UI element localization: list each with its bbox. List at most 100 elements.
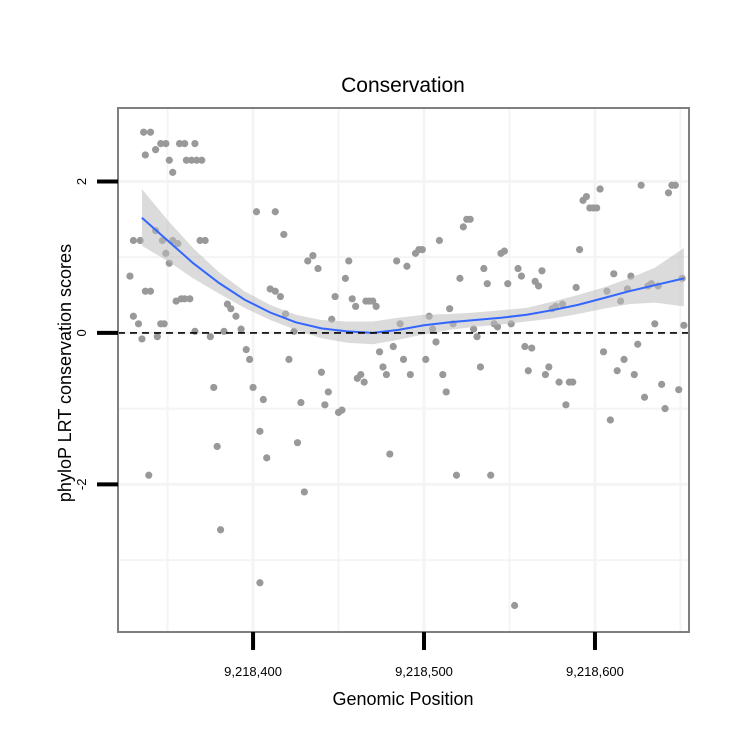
data-point (675, 386, 683, 394)
confidence-band (141, 189, 684, 345)
data-point (198, 156, 206, 164)
data-point (317, 368, 326, 376)
data-point (348, 295, 356, 303)
data-point (480, 264, 488, 273)
data-point (630, 370, 638, 379)
x-tick-label: 9,218,400 (224, 664, 282, 679)
data-point (403, 262, 411, 270)
data-point (393, 257, 401, 265)
data-point (389, 342, 397, 351)
y-tick-label: -2 (74, 479, 89, 491)
data-point (157, 139, 165, 148)
data-point (476, 363, 485, 371)
data-point (220, 327, 228, 335)
data-point (146, 287, 155, 295)
data-point (216, 526, 225, 534)
data-point (469, 325, 478, 333)
chart-title: Conservation (341, 74, 465, 97)
data-point (422, 355, 430, 363)
data-point (138, 335, 146, 343)
data-point (473, 333, 481, 341)
data-point (439, 370, 447, 379)
data-point (569, 378, 577, 386)
data-point (610, 270, 618, 278)
data-point (459, 223, 467, 231)
data-point (280, 230, 288, 239)
data-point (193, 156, 201, 164)
data-point (187, 156, 196, 164)
data-point (593, 204, 601, 212)
data-point (331, 292, 339, 301)
data-point (399, 355, 408, 363)
data-point (242, 345, 250, 354)
data-point (435, 236, 444, 245)
data-point (309, 252, 317, 260)
data-point (162, 139, 170, 148)
data-point (213, 442, 221, 451)
data-point (671, 181, 679, 189)
data-point (210, 383, 218, 392)
data-point (246, 355, 254, 363)
data-point (658, 380, 666, 388)
smooth-line (141, 217, 685, 334)
data-point (372, 302, 380, 310)
data-point (456, 274, 464, 282)
data-point (517, 272, 526, 280)
data-point (300, 488, 308, 496)
data-point (271, 208, 279, 216)
data-point (249, 383, 257, 392)
data-point (126, 272, 134, 280)
data-point (256, 427, 264, 435)
data-point (572, 283, 580, 292)
data-point (232, 312, 240, 320)
data-point (256, 579, 264, 587)
data-point (338, 406, 346, 414)
data-point (442, 388, 450, 396)
data-point (634, 340, 642, 348)
data-point (500, 247, 508, 255)
plot-panel: 9,218,400 9,218,500 9,218,600 2 0 -2 (74, 107, 690, 679)
data-point (661, 405, 669, 413)
data-point (160, 320, 168, 328)
data-point (538, 267, 546, 275)
data-point (314, 264, 322, 273)
y-axis-label: phyloP LRT conservation scores (55, 244, 75, 502)
data-point (271, 287, 279, 295)
data-point (352, 302, 360, 310)
data-point (152, 146, 160, 154)
data-point (599, 348, 608, 356)
x-axis-label: Genomic Position (332, 689, 473, 709)
data-point (129, 312, 137, 320)
data-point (664, 189, 673, 197)
data-point (196, 236, 204, 245)
data-point (153, 333, 161, 341)
data-point (651, 320, 659, 328)
data-point (418, 246, 426, 254)
data-point (141, 287, 149, 295)
data-point (201, 236, 209, 245)
data-point (345, 257, 353, 265)
data-point (555, 378, 563, 386)
y-tick-label: 0 (74, 329, 89, 336)
data-point (637, 181, 645, 189)
data-point (129, 236, 137, 245)
data-point (141, 151, 149, 159)
data-point (379, 363, 387, 371)
data-point (596, 185, 604, 193)
data-point (582, 192, 591, 201)
data-point (369, 297, 377, 305)
data-point (259, 395, 267, 404)
data-point (375, 348, 384, 356)
data-point (487, 471, 495, 479)
data-point (541, 370, 549, 379)
data-point (606, 416, 614, 424)
data-point (134, 320, 143, 328)
data-point (432, 338, 440, 346)
data-point (528, 344, 536, 352)
data-point (562, 401, 570, 409)
data-point (145, 471, 153, 479)
data-point (285, 355, 293, 363)
data-point (181, 139, 189, 148)
data-point (182, 156, 190, 164)
